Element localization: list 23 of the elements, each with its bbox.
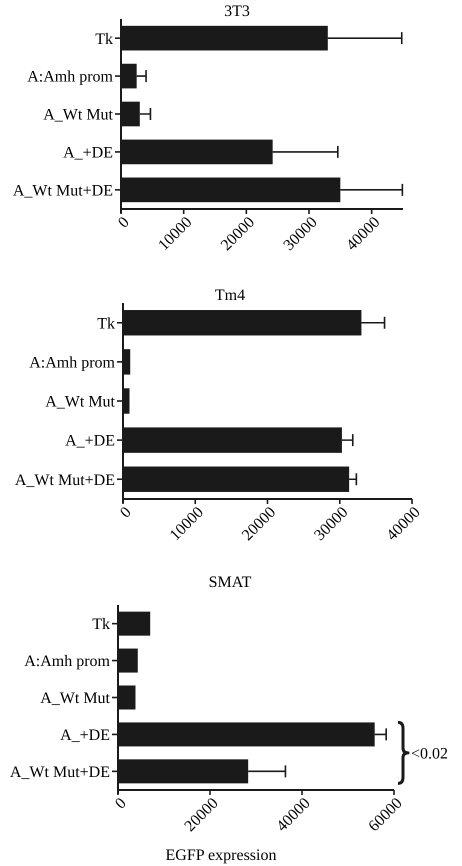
y-tick-label: A:Amh prom <box>27 68 114 86</box>
x-tick-label: 0 <box>115 214 133 232</box>
x-axis-title: EGFP expression <box>166 847 276 864</box>
y-tick-label: Tk <box>95 30 113 48</box>
y-tick-label: A_+DE <box>65 432 115 450</box>
y-tick-label: A_Wt Mut+DE <box>10 764 110 781</box>
y-tick-label: Tk <box>97 315 115 332</box>
y-tick-label: A_Wt Mut <box>40 690 111 708</box>
y-tick-label: A_Wt Mut <box>45 394 116 411</box>
chart-title: 3T3 <box>224 3 250 20</box>
y-tick-label: A_Wt Mut+DE <box>12 182 113 200</box>
y-tick-label: Tk <box>92 616 110 634</box>
y-tick-label: A_Wt Mut <box>43 106 114 124</box>
y-tick-label: A_+DE <box>60 727 110 744</box>
y-tick-label: A_+DE <box>63 144 113 162</box>
y-tick-label: A_Wt Mut+DE <box>14 472 115 489</box>
chart-title: SMAT <box>208 574 252 591</box>
text: <0.02 <box>411 745 448 762</box>
y-tick-label: A:Amh prom <box>29 354 116 372</box>
chart-title: Tm4 <box>214 287 246 304</box>
x-tick-label: 0 <box>112 794 130 812</box>
x-tick-label: 0 <box>117 504 135 522</box>
y-tick-label: A:Amh prom <box>24 653 111 670</box>
